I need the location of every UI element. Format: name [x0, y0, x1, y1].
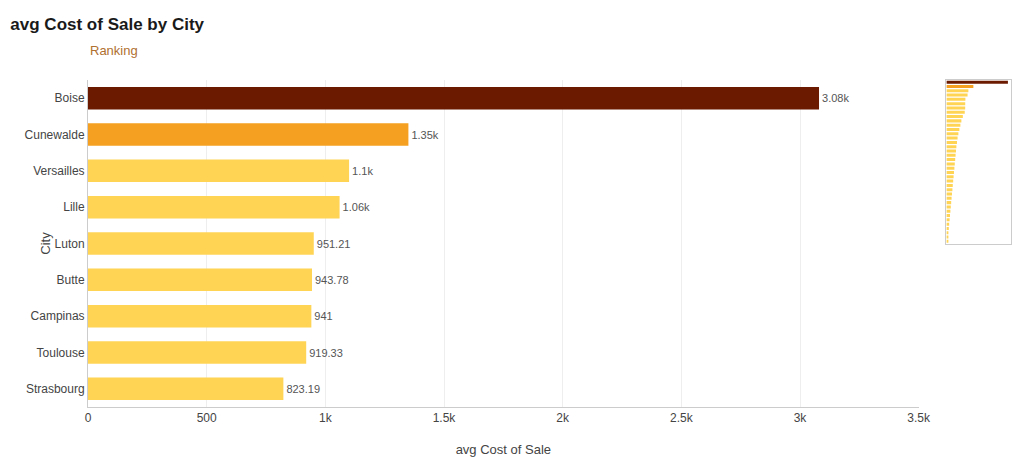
svg-text:Lille: Lille [63, 200, 85, 214]
svg-text:Luton: Luton [55, 237, 85, 251]
svg-text:1.06k: 1.06k [343, 201, 370, 213]
svg-text:avg Cost of Sale: avg Cost of Sale [456, 442, 551, 457]
svg-text:Boise: Boise [55, 91, 85, 105]
svg-text:0: 0 [85, 411, 92, 425]
svg-text:Campinas: Campinas [31, 309, 85, 323]
svg-text:3.5k: 3.5k [907, 411, 931, 425]
svg-text:Cunewalde: Cunewalde [25, 128, 85, 142]
svg-text:Butte: Butte [57, 273, 85, 287]
svg-text:951.21: 951.21 [317, 238, 351, 250]
svg-text:823.19: 823.19 [286, 383, 320, 395]
svg-text:919.33: 919.33 [309, 347, 343, 359]
svg-text:1k: 1k [319, 411, 333, 425]
svg-text:943.78: 943.78 [315, 274, 349, 286]
svg-text:Versailles: Versailles [33, 164, 84, 178]
svg-text:avg Cost of Sale by City: avg Cost of Sale by City [10, 15, 204, 34]
svg-text:3.08k: 3.08k [822, 92, 849, 104]
svg-text:941: 941 [314, 310, 332, 322]
svg-text:Ranking: Ranking [90, 43, 138, 58]
svg-text:3k: 3k [794, 411, 808, 425]
svg-text:1.1k: 1.1k [352, 165, 373, 177]
svg-text:Toulouse: Toulouse [37, 346, 85, 360]
svg-text:Strasbourg: Strasbourg [26, 382, 85, 396]
svg-text:1.35k: 1.35k [411, 129, 438, 141]
svg-text:2.5k: 2.5k [670, 411, 694, 425]
svg-text:500: 500 [197, 411, 217, 425]
svg-text:1.5k: 1.5k [433, 411, 457, 425]
svg-text:City: City [38, 232, 53, 255]
svg-text:2k: 2k [556, 411, 570, 425]
